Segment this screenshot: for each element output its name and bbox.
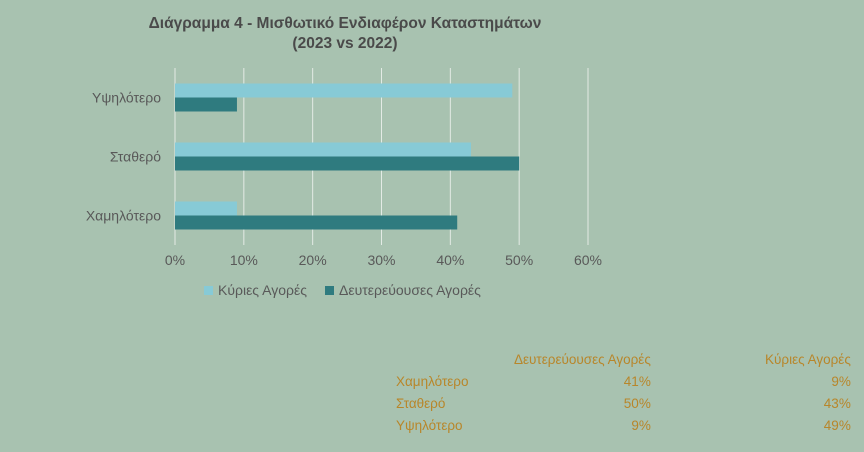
- legend-swatch-secondary: [325, 285, 334, 295]
- bar-primary: [175, 201, 237, 216]
- table-header-primary: Κύριες Αγορές: [765, 351, 851, 367]
- chart-subtitle: (2023 vs 2022): [292, 35, 398, 52]
- table-cell-primary: 49%: [823, 417, 851, 433]
- x-tick-label: 40%: [436, 252, 464, 268]
- table-cell-primary: 9%: [831, 373, 851, 389]
- legend-label-secondary: Δευτερεύουσες Αγορές: [339, 282, 481, 298]
- table-row: Χαμηλότερο 41% 9%: [396, 370, 851, 392]
- x-tick-label: 20%: [299, 252, 327, 268]
- x-tick-label: 0%: [165, 252, 185, 268]
- table-cell-secondary: 9%: [631, 417, 651, 433]
- bar-primary: [175, 142, 471, 157]
- category-label: Χαμηλότερο: [86, 208, 161, 224]
- chart-title: Διάγραμμα 4 - Μισθωτικό Ενδιαφέρον Κατασ…: [110, 14, 580, 54]
- table-cell-label: Χαμηλότερο: [396, 373, 469, 389]
- table-header-empty: [396, 348, 514, 370]
- legend-item-secondary: Δευτερεύουσες Αγορές: [325, 282, 481, 298]
- bar-secondary: [175, 215, 458, 230]
- category-label: Σταθερό: [110, 149, 161, 165]
- table-cell-label: Υψηλότερο: [396, 417, 463, 433]
- table-cell-label: Σταθερό: [396, 395, 446, 411]
- legend-label-primary: Κύριες Αγορές: [218, 282, 307, 298]
- table-row: Υψηλότερο 9% 49%: [396, 414, 851, 436]
- table-cell-secondary: 50%: [623, 395, 651, 411]
- bar-secondary: [175, 156, 520, 171]
- category-label: Υψηλότερο: [92, 90, 161, 106]
- data-table: Δευτερεύουσες Αγορές Κύριες Αγορές Χαμηλ…: [396, 348, 851, 436]
- x-tick-label: 30%: [367, 252, 395, 268]
- x-tick-label: 50%: [505, 252, 533, 268]
- chart-title-main: Διάγραμμα 4 - Μισθωτικό Ενδιαφέρον Κατασ…: [148, 15, 542, 32]
- legend-swatch-primary: [204, 285, 213, 295]
- x-tick-label: 60%: [574, 252, 602, 268]
- legend-item-primary: Κύριες Αγορές: [204, 282, 307, 298]
- table-cell-primary: 43%: [823, 395, 851, 411]
- table-cell-secondary: 41%: [623, 373, 651, 389]
- bar-secondary: [175, 97, 237, 112]
- chart-legend: Κύριες Αγορές Δευτερεύουσες Αγορές: [204, 282, 481, 298]
- table-header-secondary: Δευτερεύουσες Αγορές: [514, 351, 651, 367]
- x-tick-label: 10%: [230, 252, 258, 268]
- table-header-row: Δευτερεύουσες Αγορές Κύριες Αγορές: [396, 348, 851, 370]
- bar-primary: [175, 83, 513, 98]
- table-row: Σταθερό 50% 43%: [396, 392, 851, 414]
